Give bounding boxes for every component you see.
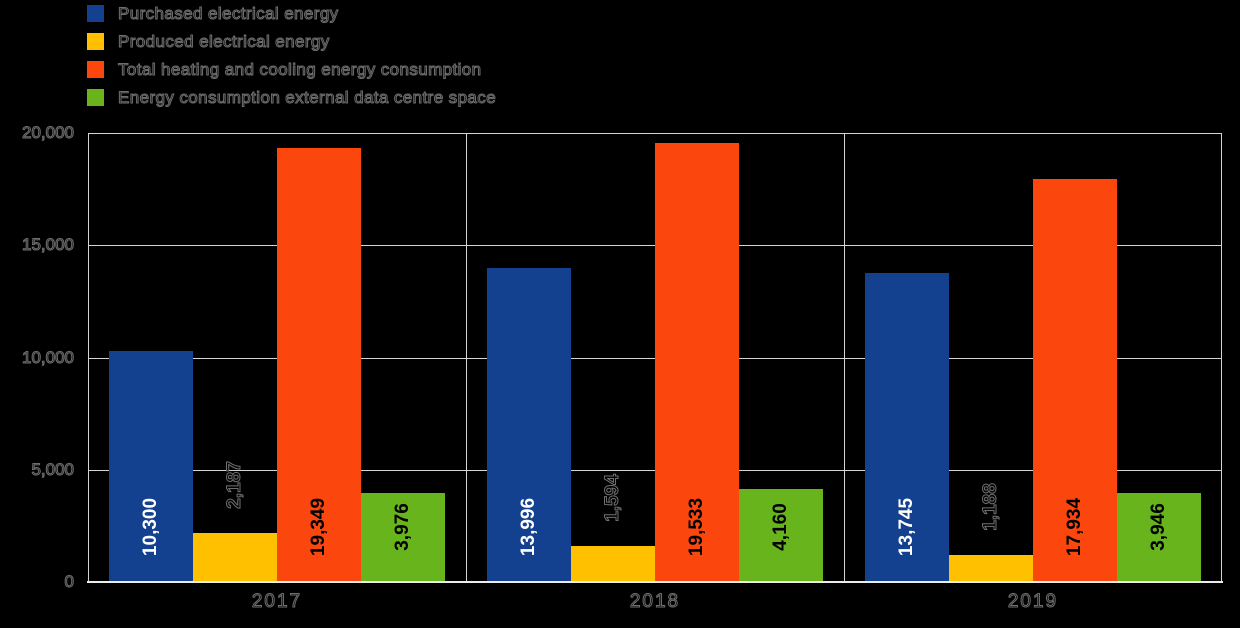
bar-purchased-2018: 13,996 — [487, 267, 571, 582]
plot-right-border — [1221, 133, 1222, 582]
bar-produced-2019: 1,188 — [949, 483, 1033, 582]
bar-value-label: 10,300 — [140, 497, 161, 557]
legend-label: Produced electrical energy — [118, 31, 330, 51]
bar-value-label: 2,187 — [224, 461, 246, 510]
legend-item-produced: Produced electrical energy — [87, 31, 496, 51]
legend-label: Purchased electrical energy — [118, 3, 339, 23]
y-axis-tick-label: 5,000 — [31, 459, 75, 479]
bar-value-label: 13,745 — [896, 497, 917, 557]
plot-top-border — [88, 133, 1222, 134]
bar-purchased-2017: 10,300 — [109, 350, 193, 582]
bar-purchased-2019: 13,745 — [865, 273, 949, 582]
bar-heating-cooling-2019: 17,934 — [1033, 179, 1117, 582]
bar-value-label: 4,160 — [770, 503, 791, 551]
group-separator-line — [843, 133, 845, 582]
bar-value-label: 19,533 — [686, 497, 707, 557]
y-axis-tick-label: 20,000 — [22, 123, 75, 142]
bar-produced-2018: 1,594 — [571, 474, 655, 582]
bar-produced-2017: 2,187 — [193, 461, 277, 582]
bar-value-label: 3,976 — [392, 503, 413, 551]
legend-item-heating-cooling: Total heating and cooling energy consump… — [87, 59, 496, 79]
bar-value-label: 13,996 — [518, 497, 539, 557]
bar-external-dc-2019: 3,946 — [1117, 493, 1201, 582]
y-axis-tick-label: 10,000 — [22, 347, 75, 367]
bar-value-label: 17,934 — [1064, 497, 1085, 557]
bar-external-dc-2018: 4,160 — [739, 488, 823, 582]
bar-heating-cooling-2017: 19,349 — [277, 147, 361, 582]
y-axis-line — [88, 133, 89, 582]
bar-value-label: 3,946 — [1148, 503, 1169, 551]
bar-heating-cooling-2018: 19,533 — [655, 143, 739, 582]
bar-value-label: 1,594 — [602, 474, 624, 523]
legend-item-external-dc: Energy consumption external data centre … — [87, 87, 497, 107]
legend-label: Energy consumption external data centre … — [117, 87, 497, 107]
legend-label: Total heating and cooling energy consump… — [118, 59, 482, 79]
x-axis-label-2018: 2018 — [629, 591, 681, 613]
external-dc-legend-swatch — [87, 89, 104, 106]
purchased-legend-swatch — [87, 5, 104, 22]
x-axis-line — [87, 581, 1223, 583]
produced-legend-swatch — [87, 33, 104, 50]
heating-cooling-legend-swatch — [87, 61, 104, 78]
y-axis-tick-label: 15,000 — [22, 235, 75, 255]
bar-value-label: 19,349 — [308, 497, 329, 557]
y-axis-tick-label: 0 — [64, 572, 74, 591]
x-axis-label-2019: 2019 — [1007, 591, 1059, 613]
chart-legend: Purchased electrical energy Produced elec… — [87, 3, 497, 117]
plot-area: 10,300 2,187 19,349 3,976 13,996 1,594 19,533 4… — [87, 133, 1223, 583]
group-separator-line — [465, 133, 467, 582]
legend-item-purchased: Purchased electrical energy — [87, 3, 496, 23]
x-axis-label-2017: 2017 — [251, 591, 303, 613]
bar-external-dc-2017: 3,976 — [361, 492, 445, 582]
bar-value-label: 1,188 — [980, 483, 1002, 532]
